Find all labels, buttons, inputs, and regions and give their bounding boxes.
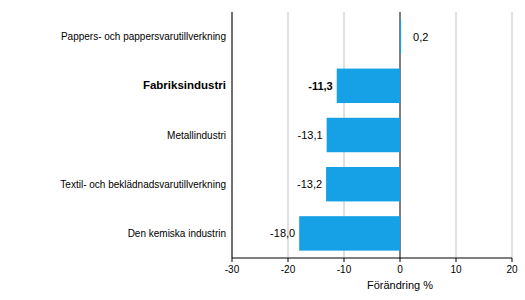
grid-line [232, 12, 233, 258]
axis-label: Förändring % [367, 279, 433, 291]
tick-label: 10 [450, 264, 462, 275]
data-label: -11,3 [308, 80, 332, 92]
category-label: Metallindustri [167, 130, 226, 141]
bar [326, 167, 400, 201]
bar [337, 69, 400, 103]
tick-mark [288, 258, 289, 262]
category-label: Textil- och beklädnadsvarutillverkning [60, 179, 226, 190]
tick-label: 0 [397, 264, 403, 275]
tick-label: -20 [281, 264, 296, 275]
tick-mark [456, 258, 457, 262]
tick-mark [232, 258, 233, 262]
tick-mark [512, 258, 513, 262]
tick-label: -30 [225, 264, 240, 275]
tick-mark [400, 258, 401, 262]
x-axis [232, 258, 512, 259]
category-label: Den kemiska industrin [128, 228, 226, 239]
category-label: Fabriksindustri [143, 79, 226, 91]
chart: -30 -20 -10 0 10 20 Förändring % Pappers- och p… [0, 0, 525, 300]
bar [400, 19, 401, 53]
grid-line [456, 12, 457, 258]
grid-line [288, 12, 289, 258]
data-label: -13,1 [298, 129, 323, 141]
category-label: Pappers- och pappersvarutillverkning [61, 31, 226, 42]
data-label: -18,0 [270, 227, 295, 239]
y-axis [232, 12, 233, 258]
tick-label: -10 [337, 264, 352, 275]
grid-line [512, 12, 513, 258]
data-label: 0,2 [413, 31, 428, 43]
tick-label: 20 [506, 264, 518, 275]
bar [299, 216, 400, 250]
chart-svg: -30 -20 -10 0 10 20 Förändring % Pappers- och p… [0, 0, 525, 300]
tick-mark [344, 258, 345, 262]
data-label: -13,2 [297, 178, 322, 190]
bar [327, 118, 400, 152]
